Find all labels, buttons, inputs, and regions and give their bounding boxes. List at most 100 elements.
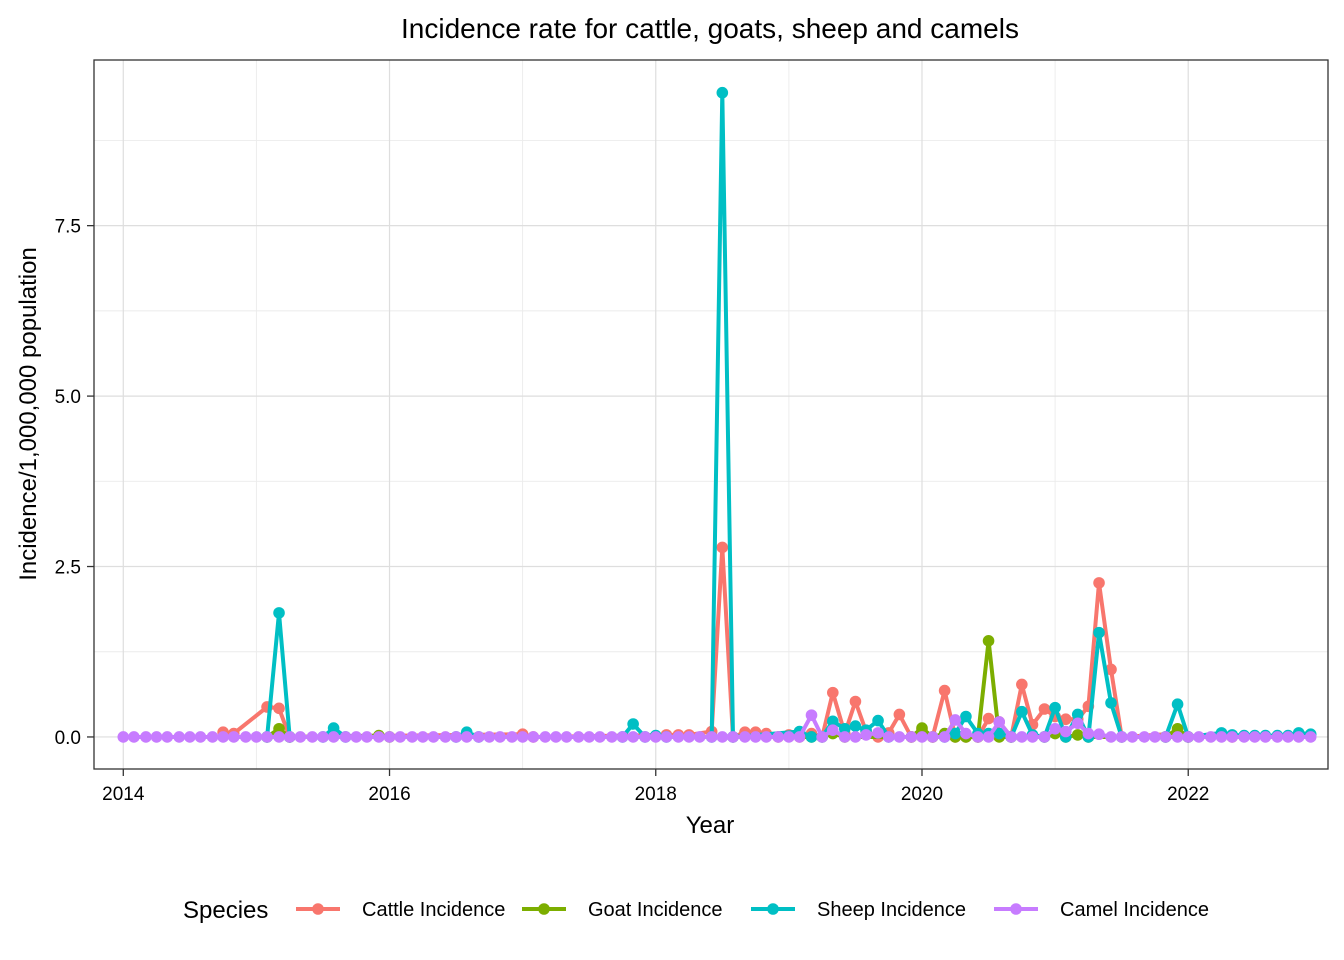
data-point: [150, 731, 163, 743]
data-point: [849, 731, 862, 743]
x-tick-label: 2014: [102, 784, 145, 805]
data-point: [194, 731, 207, 743]
data-point: [572, 731, 585, 743]
data-point: [716, 541, 729, 554]
data-point: [427, 731, 440, 743]
data-point: [140, 731, 152, 743]
data-point: [672, 731, 685, 743]
data-point: [872, 714, 884, 727]
data-point: [1193, 731, 1205, 743]
data-point: [239, 731, 252, 743]
data-point: [949, 727, 962, 740]
data-point: [982, 731, 995, 743]
legend-label: Sheep Incidence: [817, 899, 966, 921]
data-point: [350, 731, 363, 743]
data-point: [1259, 731, 1272, 743]
data-point: [117, 731, 130, 743]
legend-label: Cattle Incidence: [362, 899, 505, 921]
x-tick-label: 2020: [901, 784, 943, 805]
data-point: [394, 731, 406, 743]
plot-panel: [94, 60, 1328, 769]
data-point: [1138, 731, 1151, 743]
data-point: [460, 731, 473, 743]
data-point: [1171, 722, 1184, 735]
data-point: [805, 709, 818, 721]
data-point: [1071, 729, 1084, 741]
data-point: [827, 686, 839, 699]
data-point: [273, 731, 285, 743]
legend-key-point: [767, 903, 779, 915]
data-point: [660, 731, 673, 743]
axes: 2014 2016 2018 2020 2022 0.0 2.5 5.0 7.5: [55, 59, 1329, 805]
data-point: [261, 731, 273, 743]
data-point: [417, 731, 429, 743]
data-point: [539, 731, 552, 743]
data-point: [705, 731, 718, 743]
data-point: [1016, 731, 1028, 743]
data-point: [1093, 728, 1105, 741]
data-point: [1171, 698, 1184, 711]
data-point: [893, 708, 906, 721]
data-point: [306, 731, 319, 743]
data-point: [1271, 731, 1284, 743]
data-point: [1026, 731, 1039, 743]
data-point: [649, 731, 662, 743]
data-point: [1049, 722, 1061, 735]
data-point: [506, 731, 518, 743]
data-point: [972, 731, 984, 743]
data-point: [273, 607, 285, 619]
data-point: [206, 731, 219, 743]
data-point: [173, 731, 185, 743]
data-point: [838, 722, 851, 735]
data-point: [1159, 731, 1172, 743]
data-point: [993, 727, 1005, 740]
data-point: [227, 731, 240, 743]
data-point: [450, 731, 462, 743]
data-point: [1292, 731, 1305, 743]
data-point: [439, 731, 452, 743]
data-point: [749, 731, 762, 743]
data-point: [1038, 731, 1051, 743]
data-point: [1049, 701, 1061, 714]
data-point: [273, 722, 285, 735]
data-point: [383, 731, 396, 743]
data-point: [1238, 731, 1250, 743]
data-point: [184, 731, 196, 743]
data-point: [1171, 731, 1184, 743]
data-point: [560, 731, 573, 743]
data-point: [550, 731, 562, 743]
data-point: [1215, 731, 1228, 743]
data-point: [128, 731, 140, 743]
data-point: [1126, 731, 1139, 743]
chart-title: Incidence rate for cattle, goats, sheep …: [401, 13, 1019, 44]
data-point: [716, 731, 729, 743]
data-point: [683, 731, 695, 743]
data-point: [627, 731, 639, 743]
data-point: [716, 86, 729, 99]
data-point: [639, 731, 651, 743]
data-point: [327, 731, 340, 743]
data-point: [872, 727, 884, 739]
data-point: [1071, 708, 1084, 721]
data-point: [483, 731, 496, 743]
x-tick-label: 2016: [368, 784, 410, 805]
y-tick-label: 2.5: [55, 558, 81, 579]
data-point: [1082, 727, 1095, 740]
data-point: [1149, 731, 1161, 743]
data-point: [1226, 731, 1238, 743]
data-point: [805, 731, 818, 743]
data-point: [926, 731, 939, 743]
data-point: [827, 724, 839, 736]
legend-key-point: [538, 903, 550, 915]
data-point: [1115, 731, 1128, 743]
data-point: [772, 731, 785, 743]
data-point: [1182, 731, 1195, 743]
data-point: [893, 731, 906, 743]
data-point: [161, 731, 174, 743]
data-point: [938, 684, 951, 697]
data-point: [938, 731, 951, 743]
panel-border: [93, 59, 1329, 770]
series-3: [117, 709, 1317, 743]
data-point: [849, 720, 862, 732]
